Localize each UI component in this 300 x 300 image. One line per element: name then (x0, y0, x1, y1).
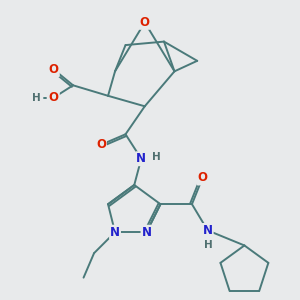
Text: H: H (32, 92, 41, 103)
Text: O: O (140, 16, 150, 29)
Text: O: O (49, 91, 59, 104)
Text: O: O (49, 63, 59, 76)
Text: N: N (142, 226, 152, 239)
Text: H: H (152, 152, 160, 162)
Text: O: O (197, 172, 208, 184)
Text: O: O (96, 138, 106, 151)
Text: N: N (203, 224, 213, 237)
Text: N: N (110, 226, 120, 239)
Text: H: H (204, 240, 213, 250)
Text: N: N (136, 152, 146, 165)
